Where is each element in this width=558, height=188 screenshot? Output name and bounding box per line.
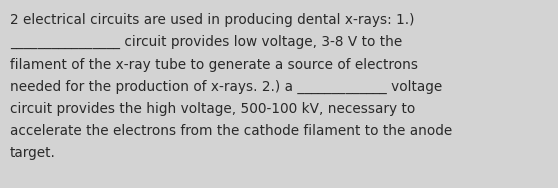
Text: needed for the production of x-rays. 2.) a _____________ voltage: needed for the production of x-rays. 2.)… (10, 80, 442, 94)
Text: 2 electrical circuits are used in producing dental x-rays: 1.): 2 electrical circuits are used in produc… (10, 13, 415, 27)
Text: circuit provides the high voltage, 500-100 kV, necessary to: circuit provides the high voltage, 500-1… (10, 102, 415, 116)
Text: accelerate the electrons from the cathode filament to the anode: accelerate the electrons from the cathod… (10, 124, 453, 138)
Text: target.: target. (10, 146, 56, 160)
Text: filament of the x-ray tube to generate a source of electrons: filament of the x-ray tube to generate a… (10, 58, 418, 71)
Text: ________________ circuit provides low voltage, 3-8 V to the: ________________ circuit provides low vo… (10, 35, 402, 49)
